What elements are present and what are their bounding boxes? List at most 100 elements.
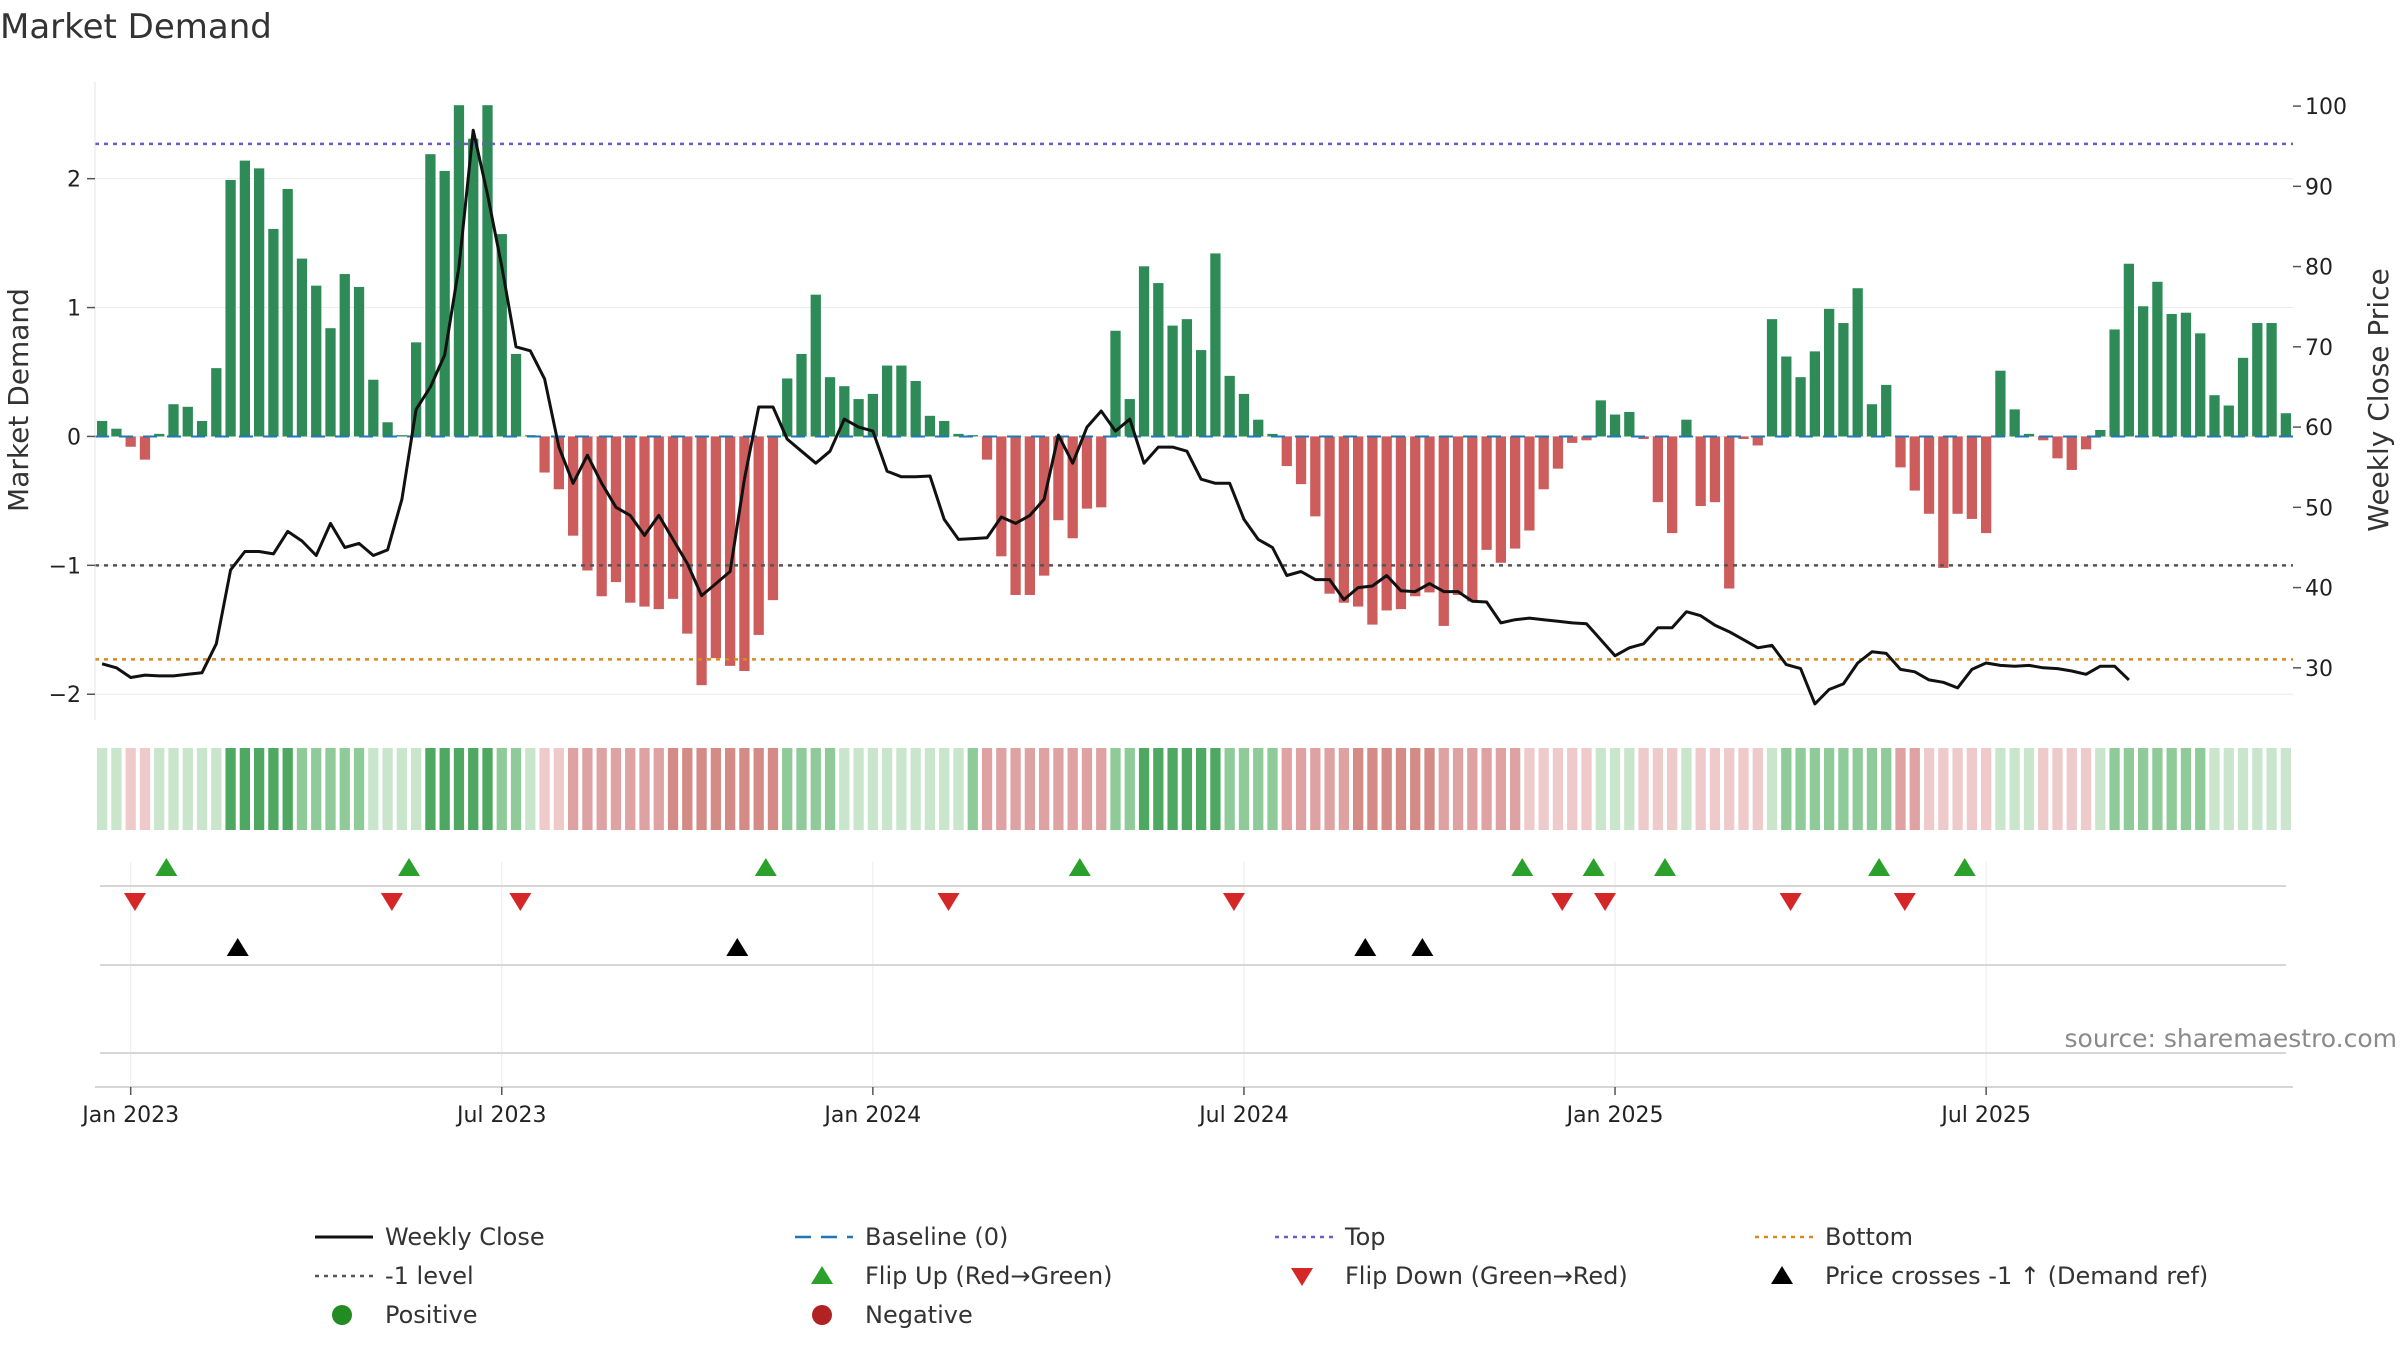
demand-bar-positive [1881,384,1892,437]
week-mode-cell [1467,748,1478,830]
week-mode-cell [753,748,764,830]
week-mode-cell [1581,748,1592,830]
demand-bar-positive [1210,253,1221,437]
week-mode-cell [710,748,722,830]
demand-bar-positive [396,435,408,437]
week-mode-cell [268,748,279,830]
demand-bar-positive [311,285,322,437]
week-mode-cell [1124,748,1135,830]
demand-bar-positive [2009,409,2020,437]
price-cross-marker [1354,938,1377,956]
x-tick-label: Jul 2025 [1939,1103,2031,1128]
demand-bar-negative [1010,436,1021,595]
week-mode-cell [154,748,165,830]
week-mode-cell [425,748,436,830]
legend-label: Negative [865,1301,973,1329]
demand-bar-positive [268,228,279,437]
y2-tick-label: 50 [2305,496,2333,521]
week-mode-cell [496,748,507,830]
demand-bar-negative [1281,436,1292,467]
week-mode-cell [1666,748,1678,830]
demand-bar-negative [1053,436,1064,521]
legend-label: Positive [385,1301,478,1329]
week-mode-cell [682,748,693,830]
demand-bar-positive [810,294,821,437]
week-mode-cell [1410,748,1421,830]
demand-bar-positive [2137,306,2149,437]
week-mode-cell [1195,748,1207,830]
week-mode-cell [239,748,251,830]
week-mode-cell [810,748,821,830]
flip-up-marker [1654,858,1676,876]
week-mode-cell [1567,748,1578,830]
demand-bar-positive [1224,375,1235,437]
demand-bar-negative [1395,436,1407,610]
week-mode-cell [1852,748,1863,830]
demand-bar-positive [482,105,493,437]
demand-bar-negative [1638,436,1649,440]
y-tick-label: 2 [67,168,81,193]
demand-bar-negative [1367,436,1378,625]
week-mode-cell [896,748,907,830]
y2-tick-label: 40 [2305,577,2333,602]
demand-bar-positive [824,377,836,437]
week-mode-cell [1524,748,1535,830]
week-mode-cell [482,748,493,830]
flip-down-marker [937,893,960,911]
demand-bar-positive [1995,370,2006,437]
demand-bar-positive [96,420,108,437]
demand-bar-negative [682,436,693,634]
week-mode-cell [2009,748,2020,830]
week-mode-cell [382,748,393,830]
week-mode-cell [2152,748,2163,830]
demand-bar-positive [225,179,236,437]
demand-bar-negative [1067,436,1078,539]
demand-bar-negative [1666,436,1678,534]
demand-bar-negative [2052,436,2063,459]
week-mode-strip [96,748,2292,830]
demand-bar-positive [2252,323,2263,437]
week-mode-cell [782,748,793,830]
week-mode-cell [1481,748,1492,830]
week-mode-cell [1310,748,1321,830]
demand-bar-negative [1538,436,1549,490]
demand-bar-negative [1552,436,1564,469]
demand-bar-positive [867,393,879,437]
week-mode-cell [1595,748,1606,830]
demand-bar-positive [1624,411,1635,437]
demand-bar-negative [1980,436,1992,534]
legend-label: Flip Up (Red→Green) [865,1262,1113,1290]
week-mode-cell [2038,748,2049,830]
week-mode-cell [1638,748,1649,830]
week-mode-cell [1809,748,1821,830]
legend-label: Flip Down (Green→Red) [1345,1262,1628,1290]
week-mode-cell [2052,748,2063,830]
week-mode-cell [767,748,779,830]
week-mode-cell [796,748,807,830]
y2-tick-label: 90 [2305,175,2333,200]
demand-bar-negative [1581,436,1592,441]
demand-bar-negative [1310,436,1321,517]
demand-bar-positive [1595,400,1606,437]
week-mode-cell [1081,748,1093,830]
week-mode-cell [996,748,1007,830]
legend: Weekly Close Baseline (0) Top Bottom -1 leve… [315,1223,2208,1329]
demand-bar-positive [1809,351,1821,437]
demand-bar-negative [1481,436,1492,550]
demand-bar-negative [139,436,151,460]
week-mode-cell [1895,748,1906,830]
demand-bar-positive [1110,330,1121,437]
week-mode-cell [696,748,707,830]
week-mode-cell [1153,748,1164,830]
week-mode-cell [225,748,236,830]
x-tick-label: Jan 2025 [1565,1103,1664,1128]
price-cross-marker [1411,938,1434,956]
demand-bar-negative [696,436,707,686]
demand-bar-negative [539,436,550,473]
demand-bar-positive [382,422,393,437]
week-mode-cell [1438,748,1449,830]
demand-bar-positive [1795,377,1806,437]
week-mode-cell [739,748,750,830]
week-mode-cell [2080,748,2092,830]
demand-bar-negative [981,436,993,460]
